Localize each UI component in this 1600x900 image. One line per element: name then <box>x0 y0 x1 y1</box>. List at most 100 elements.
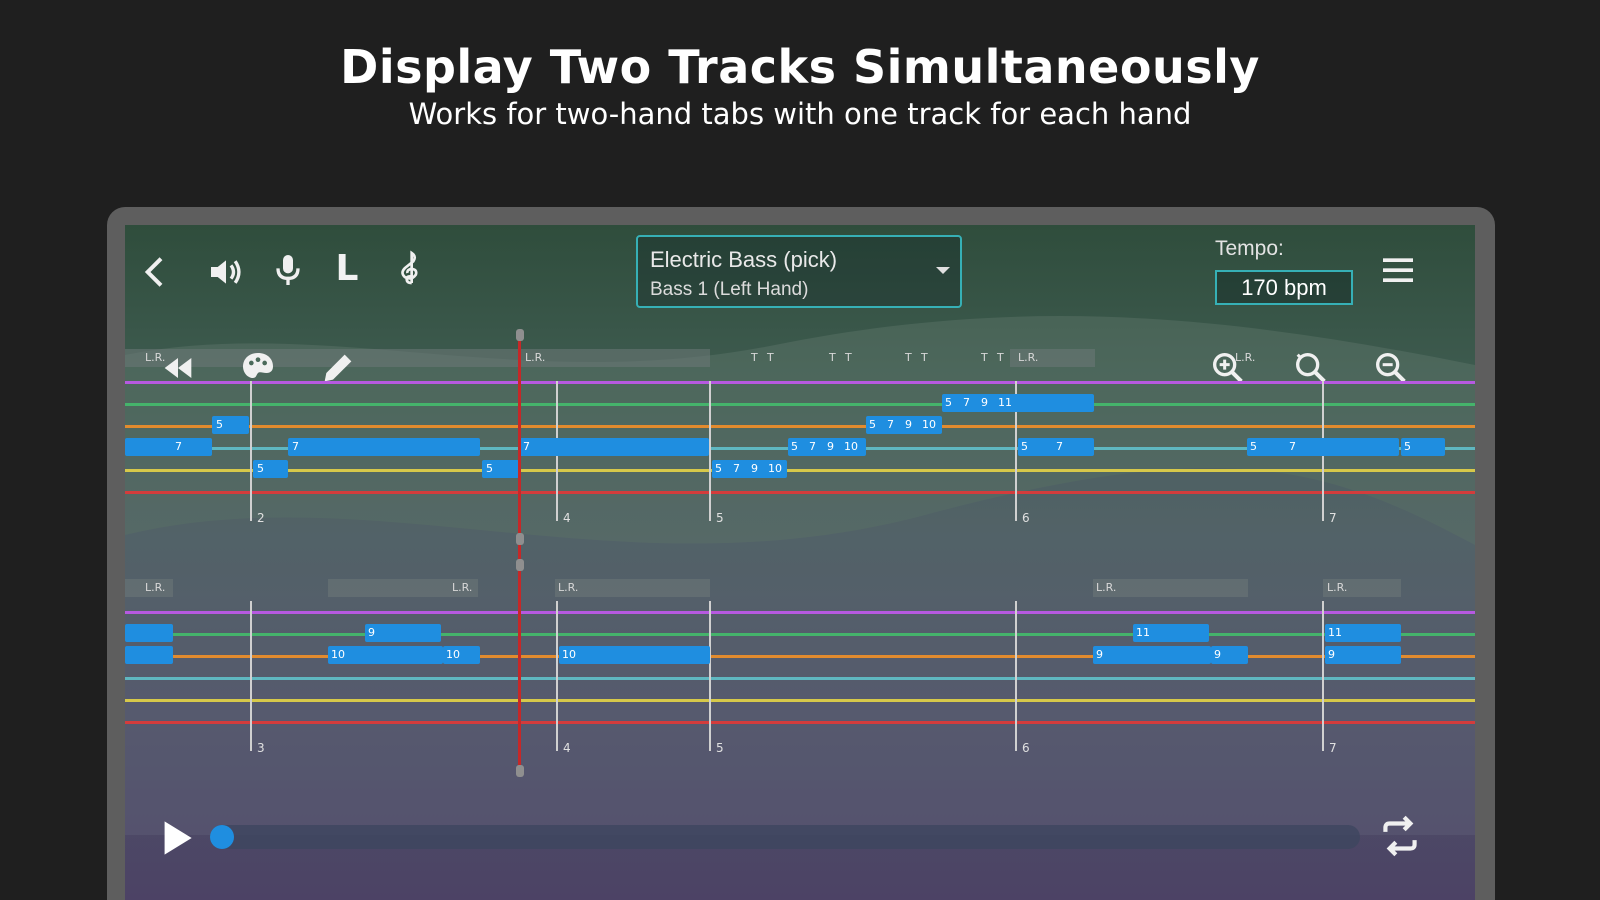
bar-number: 4 <box>563 741 571 755</box>
playhead-handle[interactable] <box>516 765 524 777</box>
bar-number: 5 <box>716 741 724 755</box>
let-ring-label: L.R. <box>1096 581 1117 594</box>
fret-number: 5 <box>945 396 952 409</box>
tap-label: T <box>981 351 988 364</box>
pencil-icon[interactable] <box>315 345 361 391</box>
barline <box>1322 601 1324 751</box>
tab-note[interactable]: 10 <box>328 646 443 664</box>
tab-note[interactable]: 9 <box>365 624 441 642</box>
fret-number: 7 <box>733 462 740 475</box>
bottom-staff: L.R. L.R. L.R. L.R. L.R. 3 4 5 6 7 9 10 … <box>125 575 1475 775</box>
promo-title: Display Two Tracks Simultaneously <box>340 40 1260 94</box>
fret-number: 9 <box>1328 648 1335 661</box>
fret-number: 10 <box>562 648 576 661</box>
let-ring-bar <box>555 579 710 597</box>
tab-note[interactable]: 5 7 9 10 <box>866 416 942 434</box>
zoom-out-icon[interactable] <box>1368 345 1414 391</box>
palette-icon[interactable] <box>235 345 281 391</box>
fret-number: 7 <box>809 440 816 453</box>
fret-number: 7 <box>1289 440 1296 453</box>
let-ring-bar <box>328 579 478 597</box>
fret-number: 7 <box>1056 440 1063 453</box>
playhead-handle[interactable] <box>516 559 524 571</box>
bar-number: 6 <box>1022 741 1030 755</box>
string-line <box>125 633 1475 636</box>
tab-note[interactable]: 7 <box>125 438 212 456</box>
bar-number: 7 <box>1329 741 1337 755</box>
tab-note[interactable]: 5 7 9 10 <box>788 438 866 456</box>
tab-note[interactable]: 9 <box>1093 646 1211 664</box>
tab-note[interactable]: 5 7 <box>1018 438 1094 456</box>
tab-note[interactable]: 5 <box>1401 438 1445 456</box>
tempo-input[interactable]: 170 bpm <box>1215 270 1353 305</box>
barline <box>556 601 558 751</box>
zoom-reset-icon[interactable] <box>1288 345 1334 391</box>
fret-number: 5 <box>715 462 722 475</box>
let-ring-label: L.R. <box>1018 351 1039 364</box>
let-ring-bar <box>1323 579 1401 597</box>
tab-note[interactable]: 5 <box>212 416 249 434</box>
fret-number: 11 <box>1136 626 1150 639</box>
tap-label: T <box>997 351 1004 364</box>
treble-clef-icon[interactable] <box>387 245 433 291</box>
menu-icon[interactable] <box>1375 247 1421 293</box>
repeat-icon[interactable] <box>1375 811 1425 861</box>
bar-number: 4 <box>563 511 571 525</box>
playhead-handle[interactable] <box>516 329 524 341</box>
barline <box>1015 601 1017 751</box>
fret-number: 7 <box>963 396 970 409</box>
string-line <box>125 655 1475 658</box>
tab-note[interactable]: 5 7 9 11 <box>942 394 1094 412</box>
track-select[interactable]: Electric Bass (pick) Bass 1 (Left Hand) <box>636 235 962 308</box>
let-ring-bar <box>1093 579 1248 597</box>
bar-number: 6 <box>1022 511 1030 525</box>
playhead-cursor[interactable] <box>518 335 521 775</box>
tab-note[interactable]: 5 <box>482 460 519 478</box>
rewind-icon[interactable] <box>155 345 201 391</box>
tab-note[interactable] <box>125 646 173 664</box>
tab-note[interactable]: 7 <box>519 438 709 456</box>
playhead-handle[interactable] <box>516 533 524 545</box>
tab-note[interactable]: 10 <box>559 646 710 664</box>
fret-number: 11 <box>998 396 1012 409</box>
back-arrow-icon[interactable] <box>133 249 179 295</box>
speaker-icon[interactable] <box>203 249 249 295</box>
microphone-icon[interactable] <box>265 247 311 293</box>
tab-note[interactable]: 5 <box>253 460 288 478</box>
tab-note[interactable]: 7 <box>288 438 480 456</box>
fret-number: 10 <box>922 418 936 431</box>
let-ring-label: L.R. <box>525 351 546 364</box>
fret-number: 5 <box>1021 440 1028 453</box>
tab-note[interactable]: 5 7 9 10 <box>712 460 787 478</box>
tab-note[interactable]: 11 <box>1133 624 1209 642</box>
tab-note[interactable]: 9 <box>1211 646 1248 664</box>
let-ring-label: L.R. <box>1235 351 1256 364</box>
chevron-down-icon <box>936 267 950 274</box>
progress-slider[interactable] <box>210 825 1360 849</box>
tab-note[interactable]: 11 <box>1325 624 1401 642</box>
top-staff: L.R. L.R. L.R. L.R. T T T T T T T T <box>125 345 1475 545</box>
tap-label: T <box>767 351 774 364</box>
tempo-label: Tempo: <box>1215 237 1284 260</box>
fret-number: 7 <box>175 440 182 453</box>
l-hand-icon[interactable]: L <box>335 247 359 289</box>
fret-number: 9 <box>751 462 758 475</box>
tab-note[interactable] <box>125 624 173 642</box>
let-ring-label: L.R. <box>145 351 166 364</box>
let-ring-label: L.R. <box>558 581 579 594</box>
fret-number: 7 <box>887 418 894 431</box>
tab-note[interactable]: 5 7 <box>1247 438 1399 456</box>
tap-label: T <box>829 351 836 364</box>
tab-note[interactable]: 9 <box>1325 646 1401 664</box>
let-ring-bar <box>125 579 173 597</box>
bar-number: 3 <box>257 741 265 755</box>
barline <box>709 381 711 521</box>
fret-number: 7 <box>292 440 299 453</box>
fret-number: 5 <box>1404 440 1411 453</box>
let-ring-label: L.R. <box>1327 581 1348 594</box>
fret-number: 10 <box>331 648 345 661</box>
tab-note[interactable]: 10 <box>443 646 480 664</box>
fret-number: 9 <box>905 418 912 431</box>
play-icon[interactable] <box>150 813 200 863</box>
zoom-in-icon[interactable] <box>1205 345 1251 391</box>
